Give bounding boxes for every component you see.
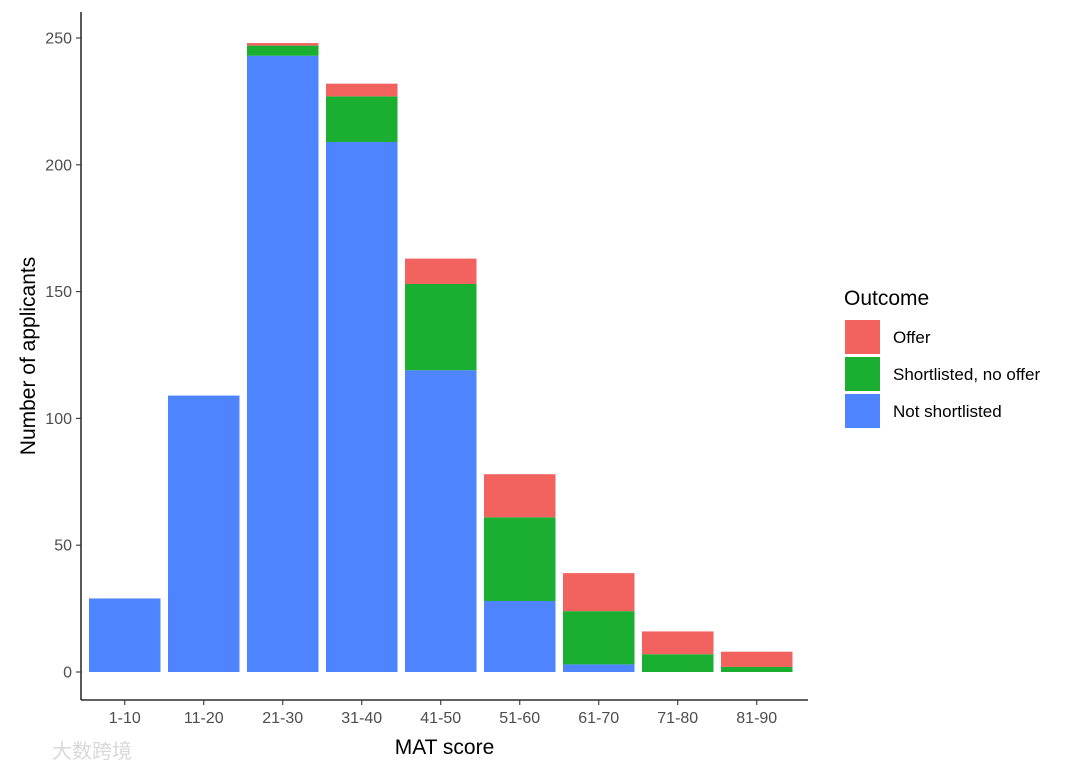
y-tick-label: 50 xyxy=(54,538,72,555)
x-tick-label: 21-30 xyxy=(262,710,303,727)
legend-key-shortlisted-no-offer xyxy=(845,357,880,391)
y-tick-label: 250 xyxy=(45,31,72,48)
bar-81-90-offer xyxy=(721,651,793,667)
bar-61-70-not-shortlisted xyxy=(563,664,635,672)
legend-label: Shortlisted, no offer xyxy=(893,365,1040,384)
bar-71-80-offer xyxy=(642,631,714,655)
bar-61-70-offer xyxy=(563,573,635,612)
watermark-text: 大数跨境 xyxy=(52,739,132,763)
bar-1-10-not-shortlisted xyxy=(89,598,161,672)
bar-31-40-not-shortlisted xyxy=(326,141,398,673)
legend-label: Not shortlisted xyxy=(893,402,1002,421)
bar-21-30-offer xyxy=(247,43,319,46)
bar-21-30-shortlisted-no-offer xyxy=(247,45,319,56)
legend-key-not-shortlisted xyxy=(845,394,880,428)
bar-11-20-not-shortlisted xyxy=(168,395,240,672)
x-tick-label: 81-90 xyxy=(736,710,777,727)
bar-51-60-offer xyxy=(484,474,556,518)
bar-51-60-not-shortlisted xyxy=(484,600,556,672)
x-tick-label: 71-80 xyxy=(657,710,698,727)
y-tick-label: 100 xyxy=(45,411,72,428)
axes-layer: 0 50 100 150 200 250 1-10 11-20 21-30 31-40 41-50 5… xyxy=(45,12,808,727)
legend-title: Outcome xyxy=(844,287,929,310)
x-tick-label: 61-70 xyxy=(578,710,619,727)
bar-41-50-offer xyxy=(405,258,477,284)
bar-31-40-shortlisted-no-offer xyxy=(326,96,398,142)
bar-31-40-offer xyxy=(326,83,398,97)
x-tick-label: 41-50 xyxy=(420,710,461,727)
bar-21-30-not-shortlisted xyxy=(247,55,319,672)
bar-71-80-shortlisted-no-offer xyxy=(642,654,714,672)
bar-61-70-shortlisted-no-offer xyxy=(563,611,635,665)
legend: Outcome Offer Shortlisted, no offer Not sh… xyxy=(844,287,1040,428)
y-axis-title: Number of applicants xyxy=(17,257,40,455)
y-tick-label: 0 xyxy=(63,665,72,682)
bar-41-50-not-shortlisted xyxy=(405,370,477,672)
y-tick-label: 200 xyxy=(45,157,72,174)
bars-layer xyxy=(89,43,793,673)
y-tick-label: 150 xyxy=(45,284,72,301)
bar-41-50-shortlisted-no-offer xyxy=(405,283,477,371)
legend-key-offer xyxy=(845,320,880,354)
legend-label: Offer xyxy=(893,328,931,347)
x-tick-label: 1-10 xyxy=(109,710,141,727)
x-axis-title: MAT score xyxy=(395,736,495,759)
bar-81-90-shortlisted-no-offer xyxy=(721,666,793,672)
x-tick-label: 11-20 xyxy=(184,710,224,727)
x-tick-label: 31-40 xyxy=(341,710,382,727)
x-tick-label: 51-60 xyxy=(499,710,540,727)
bar-51-60-shortlisted-no-offer xyxy=(484,517,556,601)
